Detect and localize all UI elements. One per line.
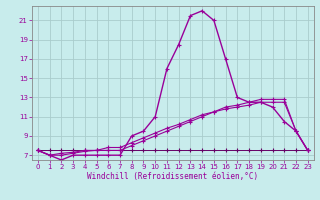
X-axis label: Windchill (Refroidissement éolien,°C): Windchill (Refroidissement éolien,°C) xyxy=(87,172,258,181)
